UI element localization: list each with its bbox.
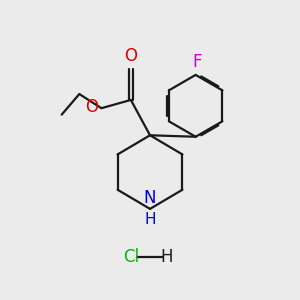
Text: F: F <box>192 53 202 71</box>
Text: H: H <box>160 248 172 266</box>
Text: H: H <box>144 212 156 227</box>
Text: O: O <box>85 98 98 116</box>
Text: Cl: Cl <box>123 248 139 266</box>
Text: O: O <box>124 47 137 65</box>
Text: N: N <box>144 189 156 207</box>
